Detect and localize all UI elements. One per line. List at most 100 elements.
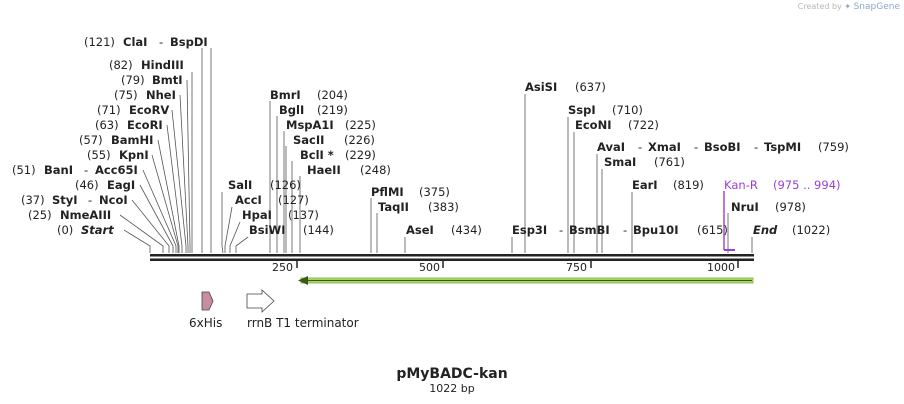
primer-kanr-name[interactable]: Kan-R	[724, 178, 758, 192]
leader-styi-ncoi	[131, 199, 170, 253]
enzyme-sep-esp3i-bsmbi: -	[559, 223, 563, 237]
tick-label-500: 500	[419, 261, 440, 274]
enzyme-labels-right: AsiSI (637) Esp3I - BsmBI - Bpu10I (615)…	[512, 80, 849, 237]
enzyme-sep-bani-acc65i: -	[84, 163, 88, 177]
enzyme-pos-acci: (127)	[278, 193, 309, 207]
enzyme-pos-ecorv: (71)	[97, 103, 121, 117]
enzyme-pos-end: (1022)	[792, 223, 830, 237]
tick-label-750: 750	[566, 261, 587, 274]
enzyme-pos-eari: (819)	[673, 178, 704, 192]
enzyme-pos-bamhi: (57)	[79, 133, 103, 147]
enzyme-pos-sspi: (710)	[612, 103, 643, 117]
enzyme-name-acci[interactable]: AccI	[235, 193, 262, 207]
enzyme-name-bmri[interactable]: BmrI	[270, 88, 301, 102]
enzyme-pos-bmti: (79)	[121, 73, 145, 87]
enzyme-name-bsiwi[interactable]: BsiWI	[249, 223, 286, 237]
enzyme-name-kpni[interactable]: KpnI	[119, 148, 149, 162]
enzyme-name-hpai[interactable]: HpaI	[242, 208, 272, 222]
enzyme-name-bspdi[interactable]: BspDI	[170, 35, 208, 49]
enzyme-name-esp3i[interactable]: Esp3I	[512, 223, 547, 237]
enzyme-name-hindiii[interactable]: HindIII	[141, 58, 184, 72]
enzyme-labels-mid-left: SalI (126) AccI (127) HpaI (137) BsiWI (…	[228, 178, 334, 237]
enzyme-name-sacii[interactable]: SacII	[293, 133, 324, 147]
enzyme-name-nrui[interactable]: NruI	[731, 200, 759, 214]
enzyme-name-ecori[interactable]: EcoRI	[127, 118, 163, 132]
enzyme-labels-mid: BmrI (204) BglI (219) MspA1I (225) SacII…	[270, 88, 482, 237]
enzyme-name-bmti[interactable]: BmtI	[152, 73, 183, 87]
leader-nmeaiii	[119, 214, 164, 253]
enzyme-pos-asei: (434)	[451, 223, 482, 237]
dna-backbone-bottom-strand	[150, 258, 754, 261]
enzyme-pos-clai: (121)	[84, 35, 115, 49]
enzyme-name-asisi[interactable]: AsiSI	[525, 80, 557, 94]
plasmid-title: pMyBADC-kan	[396, 366, 507, 382]
enzyme-name-haeii[interactable]: HaeII	[307, 163, 341, 177]
leader-acci	[224, 206, 233, 253]
his-tag-feature-icon[interactable]	[201, 291, 214, 311]
enzyme-name-end[interactable]: End	[753, 223, 778, 237]
leader-sali	[221, 192, 224, 254]
enzyme-sep-xmai-bsobi: -	[694, 140, 698, 154]
credit-brand: SnapGene	[853, 2, 900, 12]
enzyme-name-ecorv[interactable]: EcoRV	[129, 103, 169, 117]
leader-bsiwi	[235, 236, 249, 253]
primer-labels: Kan-R (975 .. 994)	[724, 178, 841, 192]
enzyme-pos-pflmi: (375)	[419, 185, 450, 199]
leader-bmti	[186, 79, 191, 253]
enzyme-sep-styi-ncoi: -	[88, 193, 92, 207]
tick-label-1000: 1000	[707, 261, 735, 274]
enzyme-name-bsobi[interactable]: BsoBI	[704, 140, 741, 154]
leader-eagi	[139, 184, 174, 253]
enzyme-name-start[interactable]: Start	[81, 223, 114, 237]
enzyme-name-styi[interactable]: StyI	[52, 193, 78, 207]
enzyme-name-sali[interactable]: SalI	[228, 178, 252, 192]
kanr-arrowhead-icon	[298, 276, 308, 285]
enzyme-name-bcli[interactable]: BclI *	[300, 148, 334, 162]
enzyme-name-eari[interactable]: EarI	[632, 178, 658, 192]
enzyme-name-nhei[interactable]: NheI	[146, 88, 176, 102]
enzyme-pos-start: (0)	[57, 223, 73, 237]
enzyme-name-acc65i[interactable]: Acc65I	[95, 163, 138, 177]
leader-ecori	[166, 124, 183, 253]
enzyme-pos-nrui: (978)	[775, 200, 806, 214]
enzyme-name-mspa1i[interactable]: MspA1I	[286, 118, 334, 132]
enzyme-name-bgli[interactable]: BglI	[279, 103, 304, 117]
enzyme-pos-hindiii: (82)	[109, 58, 133, 72]
enzyme-pos-kpni: (55)	[87, 148, 111, 162]
enzyme-name-xmai[interactable]: XmaI	[648, 140, 681, 154]
kanr-feature-arrow[interactable]	[298, 276, 754, 285]
enzyme-name-avai[interactable]: AvaI	[597, 140, 625, 154]
terminator-feature-icon[interactable]	[246, 289, 275, 313]
enzyme-pos-bmri: (204)	[317, 88, 348, 102]
enzyme-pos-avai: (759)	[818, 140, 849, 154]
enzyme-pos-nmeaiii: (25)	[28, 208, 52, 222]
enzyme-name-asei[interactable]: AseI	[406, 223, 434, 237]
enzyme-name-eagi[interactable]: EagI	[107, 178, 135, 192]
plasmid-size: 1022 bp	[429, 382, 474, 395]
snapgene-logo-icon: ✦	[844, 2, 852, 11]
enzyme-pos-sacii: (226)	[344, 133, 375, 147]
axis-ticks	[296, 261, 739, 268]
enzyme-pos-bgli: (219)	[317, 103, 348, 117]
enzyme-pos-mspa1i: (225)	[345, 118, 376, 132]
enzyme-name-nmeaiii[interactable]: NmeAIII	[60, 208, 111, 222]
enzyme-name-taqii[interactable]: TaqII	[378, 200, 409, 214]
enzyme-name-bpu10i[interactable]: Bpu10I	[633, 223, 678, 237]
enzyme-name-ncoi[interactable]: NcoI	[99, 193, 128, 207]
leader-kpni	[151, 154, 179, 253]
enzyme-name-sspi[interactable]: SspI	[568, 103, 596, 117]
enzyme-name-clai[interactable]: ClaI	[123, 35, 147, 49]
enzyme-name-pflmi[interactable]: PflMI	[371, 185, 404, 199]
credit-prefix: Created by	[797, 2, 842, 11]
enzyme-name-econi[interactable]: EcoNI	[575, 118, 611, 132]
enzyme-pos-eagi: (46)	[75, 178, 99, 192]
terminator-label: rrnB T1 terminator	[247, 316, 359, 330]
leader-start	[123, 229, 151, 253]
enzyme-name-tspmi[interactable]: TspMI	[764, 140, 801, 154]
leader-ecorv	[171, 109, 187, 253]
enzyme-name-smai[interactable]: SmaI	[604, 155, 636, 169]
enzyme-name-bsmbi[interactable]: BsmBI	[569, 223, 610, 237]
leader-nhei	[179, 94, 189, 253]
enzyme-name-bamhi[interactable]: BamHI	[111, 133, 153, 147]
enzyme-name-bani[interactable]: BanI	[44, 163, 73, 177]
